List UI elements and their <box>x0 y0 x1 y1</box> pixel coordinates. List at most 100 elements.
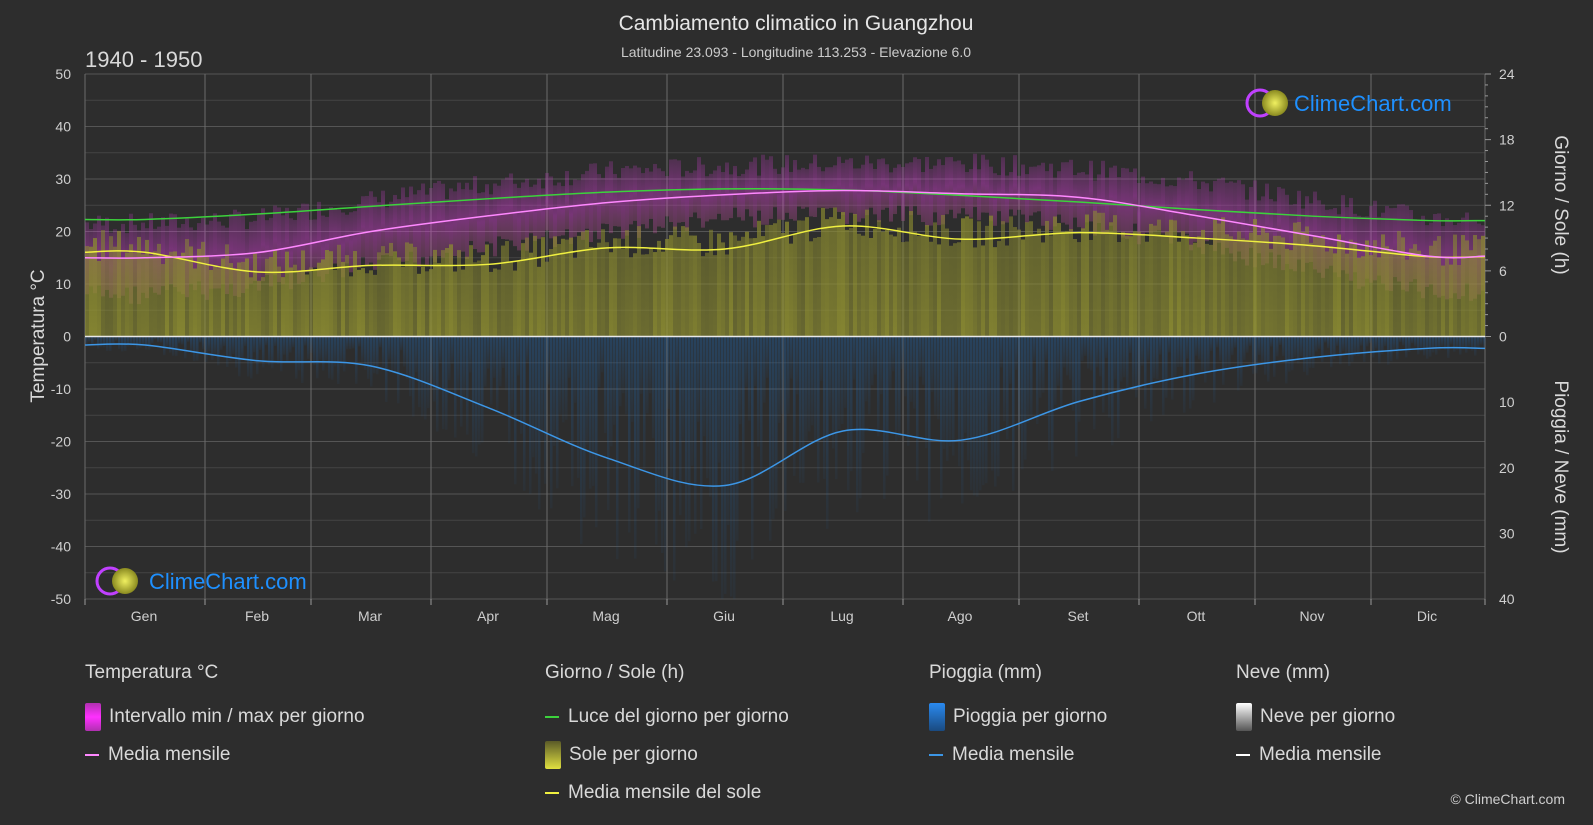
temp-range-bar <box>497 185 501 237</box>
logo-sun-icon <box>1262 90 1288 116</box>
rain-bar <box>1156 336 1159 380</box>
rain-bar <box>1162 336 1165 415</box>
legend-item: Media mensile <box>1236 736 1395 774</box>
temp-range-bar <box>309 219 313 271</box>
temp-range-bar <box>537 178 541 239</box>
sunshine-bar <box>901 242 905 337</box>
watermark-text: ClimeChart.com <box>149 569 307 594</box>
rain-bar <box>1075 336 1078 457</box>
sunshine-bar <box>837 218 841 337</box>
rain-bar <box>667 336 670 409</box>
temp-range-bar <box>637 167 641 238</box>
rain-bar <box>484 336 487 387</box>
sunshine-bar <box>389 242 393 337</box>
rain-bar <box>163 336 166 356</box>
rain-bar <box>559 336 562 415</box>
sunshine-bar <box>201 241 205 337</box>
rain-bar <box>1402 336 1405 346</box>
rain-bar <box>367 336 370 379</box>
sunshine-bar <box>257 280 261 337</box>
rain-bar <box>1168 336 1171 353</box>
temp-range-bar <box>413 194 417 263</box>
sunshine-bar <box>213 266 217 337</box>
rain-bar <box>1378 336 1381 364</box>
sunshine-bar <box>1317 237 1321 337</box>
sunshine-bar <box>833 207 837 337</box>
sunshine-bar <box>757 220 761 337</box>
temp-range-bar <box>593 163 597 231</box>
rain-bar <box>601 336 604 373</box>
rain-bar <box>142 336 145 347</box>
rain-bar <box>1369 336 1372 344</box>
rain-bar <box>892 336 895 372</box>
rain-bar <box>1279 336 1282 345</box>
sunshine-bar <box>1065 230 1069 337</box>
sunshine-bar <box>709 229 713 337</box>
legend-title: Neve (mm) <box>1236 662 1330 683</box>
sunshine-bar <box>1437 236 1441 337</box>
rain-bar <box>970 336 973 491</box>
temp-range-bar <box>485 184 489 242</box>
rain-bar <box>511 336 514 411</box>
rain-bar <box>817 336 820 483</box>
rain-bar <box>217 336 220 366</box>
rain-bar <box>247 336 250 377</box>
legend-label: Media mensile <box>952 744 1075 765</box>
rain-bar <box>1213 336 1216 403</box>
sunshine-bar <box>961 218 965 337</box>
rain-bar <box>286 336 289 363</box>
rain-bar <box>748 336 751 421</box>
rain-bar <box>205 336 208 362</box>
temp-range-bar <box>437 180 441 257</box>
sunshine-bar <box>897 227 901 337</box>
sunshine-bar <box>333 269 337 337</box>
sunshine-bar <box>1089 239 1093 337</box>
temp-range-bar <box>1061 162 1065 223</box>
rain-bar <box>562 336 565 423</box>
rain-bar <box>553 336 556 446</box>
sunshine-bar <box>1149 223 1153 337</box>
rain-bar <box>703 336 706 437</box>
rain-bar <box>1420 336 1423 352</box>
rain-bar <box>418 336 421 408</box>
temp-range-bar <box>853 168 857 216</box>
rain-bar <box>1339 336 1342 365</box>
rain-bar <box>169 336 172 353</box>
rain-bar <box>718 336 721 463</box>
rain-bar <box>547 336 550 385</box>
rain-bar <box>634 336 637 559</box>
sunshine-bar <box>1373 240 1377 337</box>
temp-range-bar <box>1313 191 1317 270</box>
left-tick-label: -10 <box>51 381 71 397</box>
rain-bar <box>283 336 286 355</box>
rain-bar <box>823 336 826 479</box>
rain-bar <box>871 336 874 386</box>
sunshine-bar <box>1265 232 1269 337</box>
sunshine-bar <box>781 232 785 337</box>
rain-bar <box>787 336 790 414</box>
rain-bar <box>541 336 544 441</box>
rain-bar <box>1207 336 1210 371</box>
rain-bar <box>727 336 730 526</box>
rain-bar <box>190 336 193 352</box>
sunshine-bar <box>1009 216 1013 337</box>
rain-bar <box>580 336 583 544</box>
sunshine-bar <box>149 255 153 337</box>
sunshine-bar <box>1257 235 1261 337</box>
rain-bar <box>520 336 523 434</box>
rain-bar <box>364 336 367 370</box>
rain-bar <box>502 336 505 368</box>
temp-range-bar <box>505 177 509 240</box>
temp-range-bar <box>733 165 737 208</box>
month-label: Mar <box>358 608 382 624</box>
temp-range-bar <box>585 170 589 229</box>
rain-bar <box>946 336 949 461</box>
rain-bar <box>706 336 709 479</box>
sunshine-bar <box>821 207 825 337</box>
temp-range-bar <box>329 207 333 269</box>
sunshine-bar <box>685 227 689 337</box>
temp-range-bar <box>609 161 613 234</box>
sunshine-bar <box>561 238 565 337</box>
sunshine-bar <box>357 269 361 337</box>
temp-range-bar <box>693 170 697 213</box>
